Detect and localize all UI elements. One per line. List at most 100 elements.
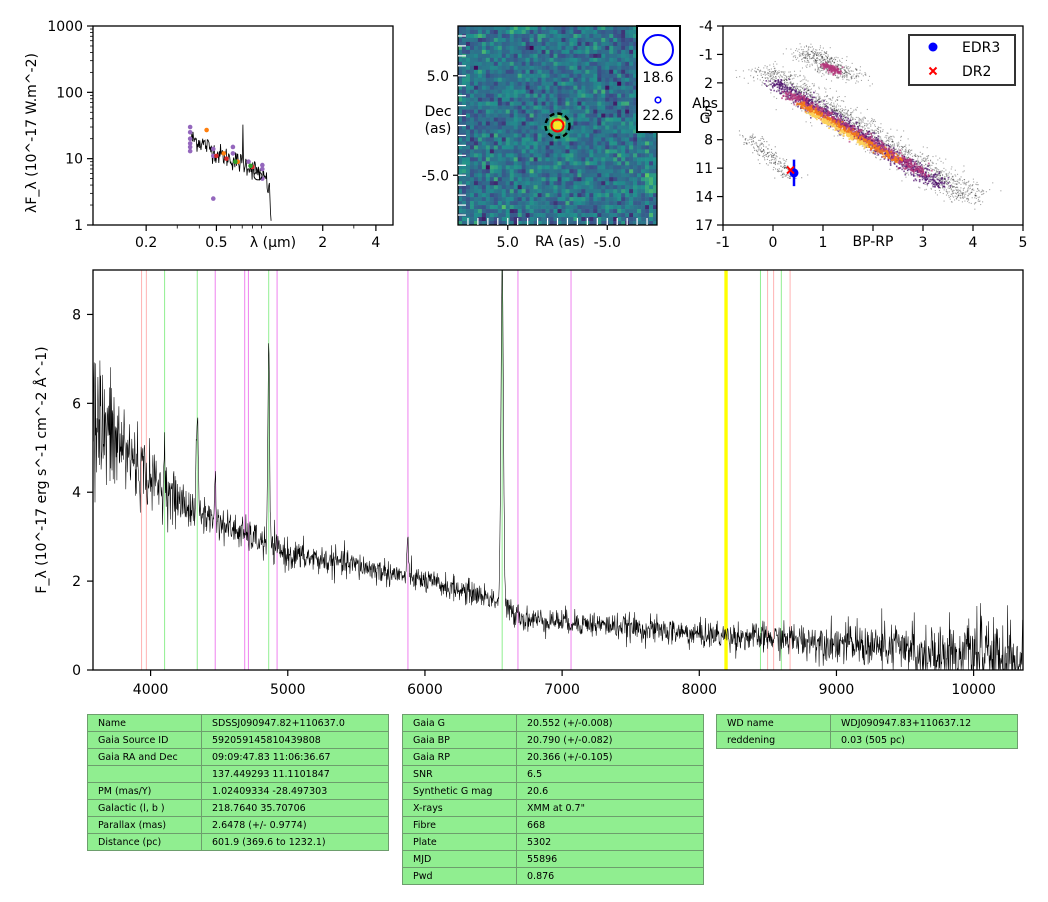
hr-x-tick-label: 0 (769, 235, 778, 251)
table-value: 218.7640 35.70706 (201, 799, 389, 817)
image-ticks: 5.0 -5.0 5.0 -5.0 (422, 35, 648, 251)
hr-legend: EDR3 DR2 (908, 34, 1016, 86)
table-row: Pwd 0.876 (402, 867, 704, 885)
sed-point (204, 127, 209, 133)
sed-point (253, 171, 263, 181)
table-value: 592059145810439808 (201, 731, 389, 749)
hr-y-tick-label: 5 (704, 104, 713, 120)
hr-data (735, 43, 1002, 210)
table-key: Pwd (402, 867, 517, 885)
sed-point (260, 166, 265, 172)
hr-legend-box (908, 34, 1016, 86)
table-key: Distance (pc) (87, 833, 202, 851)
spectrum-line (93, 270, 1023, 670)
hr-x-tick-label: -1 (716, 235, 730, 251)
sed-x-tick-label: 4 (371, 235, 380, 251)
table-key: Fibre (402, 816, 517, 834)
dr2-point (786, 165, 795, 175)
sed-point (224, 156, 229, 161)
sed-point (246, 159, 251, 165)
table-key: PM (mas/Y) (87, 782, 202, 800)
spectrum-x-tick-label: 8000 (681, 682, 717, 698)
hr-x-label: BP-RP (853, 234, 894, 250)
table-row: Synthetic G mag 20.6 (402, 782, 704, 800)
source-aperture-dashed (544, 112, 571, 139)
sed-y-tick-label: 1 (74, 218, 83, 234)
image-y-label: Dec (as) (424, 104, 451, 137)
table-value: 20.790 (+/-0.082) (516, 731, 704, 749)
table-row: Galactic (l, b ) 218.7640 35.70706 (87, 799, 389, 817)
hr-y-tick-label: -4 (699, 19, 713, 35)
spectrum-y-tick-label: 8 (72, 307, 81, 323)
table-row: Gaia G 20.552 (+/-0.008) (402, 714, 704, 732)
spectrum-x-tick-label: 5000 (270, 682, 306, 698)
sed-point (210, 196, 216, 201)
table-key: MJD (402, 850, 517, 868)
info-table-left: Name SDSSJ090947.82+110637.0 Gaia Source I… (87, 714, 389, 851)
sed-point (230, 151, 236, 156)
table-row: Distance (pc) 601.9 (369.6 to 1232.1) (87, 833, 389, 851)
sed-y-tick-label: 1000 (47, 19, 83, 35)
spectrum-x-tick-label: 7000 (544, 682, 580, 698)
image-y-tick-label: 5.0 (427, 69, 449, 85)
image-x-label: RA (as) (535, 234, 585, 250)
sed-point (260, 176, 265, 181)
image-x-tick-label: -5.0 (594, 235, 621, 251)
table-row: MJD 55896 (402, 850, 704, 868)
sed-point (187, 124, 193, 130)
table-key: Gaia RP (402, 748, 517, 766)
table-key: Gaia Source ID (87, 731, 202, 749)
table-value: 20.552 (+/-0.008) (516, 714, 704, 732)
sed-point (210, 146, 216, 152)
hr-y-tick-label: 2 (704, 76, 713, 92)
table-key: Synthetic G mag (402, 782, 517, 800)
table-value: 2.6478 (+/- 0.9774) (201, 816, 389, 834)
sed-point (187, 136, 193, 141)
sed-y-label: λF_λ (10^-17 W.m^-2) (24, 53, 40, 213)
legend-mag-faint: 22.6 (642, 108, 673, 124)
sed-y-tick-label: 10 (65, 152, 83, 168)
sed-x-label: λ (μm) (250, 235, 296, 251)
table-value: 20.366 (+/-0.105) (516, 748, 704, 766)
sed-x-tick-label: 0.2 (135, 235, 157, 251)
source-marker-red (550, 118, 565, 133)
hr-panel: -1 0 1 3 4 5 -4 -1 2 5 8 11 14 17 BP-RP Abs G EDR3 DR2 (692, 19, 1027, 251)
hr-x-tick-label: 4 (969, 235, 978, 251)
table-row: Gaia BP 20.790 (+/-0.082) (402, 731, 704, 749)
sed-frame (92, 25, 394, 226)
info-table-right: WD name WDJ090947.83+110637.12 reddening 0.… (716, 714, 1018, 749)
table-value: 601.9 (369.6 to 1232.1) (201, 833, 389, 851)
table-key (87, 765, 202, 783)
table-row: PM (mas/Y) 1.02409334 -28.497303 (87, 782, 389, 800)
table-row: Name SDSSJ090947.82+110637.0 (87, 714, 389, 732)
sed-point (187, 141, 193, 146)
image-panel: 5.0 -5.0 5.0 -5.0 RA (as) Dec (as) 18.6 22.6 (422, 25, 681, 251)
sed-ticks: 1 10 100 1000 0.2 0.5 2 4 (47, 19, 380, 251)
table-key: X-rays (402, 799, 517, 817)
spectrum-line-markers (141, 270, 791, 670)
legend-edr3-marker (928, 42, 938, 52)
spectrum-data (93, 270, 1023, 670)
legend-edr3-label: EDR3 (962, 40, 1000, 56)
hr-x-tick-label: 5 (1019, 235, 1028, 251)
table-row: reddening 0.03 (505 pc) (716, 731, 1018, 749)
table-value: WDJ090947.83+110637.12 (830, 714, 1018, 732)
sed-point (187, 129, 193, 135)
hr-ticks: -1 0 1 3 4 5 -4 -1 2 5 8 11 14 17 (695, 19, 1027, 251)
info-table-middle: Gaia G 20.552 (+/-0.008) Gaia BP 20.790 (+/… (402, 714, 704, 885)
legend-mag-bright: 18.6 (642, 70, 673, 86)
hr-y-tick-label: 11 (695, 161, 713, 177)
table-row: 137.449293 11.1101847 (87, 765, 389, 783)
table-row: Fibre 668 (402, 816, 704, 834)
spectrum-frame (92, 269, 1024, 671)
table-key: WD name (716, 714, 831, 732)
hr-y-tick-label: 14 (695, 190, 713, 206)
spectrum-ticks: 4000 5000 6000 7000 8000 9000 10000 0 2 4 6 8 (72, 307, 996, 698)
spectrum-x-tick-label: 10000 (951, 682, 996, 698)
table-value: 20.6 (516, 782, 704, 800)
image-legend: 18.6 22.6 (636, 25, 681, 133)
spectrum-x-tick-label: 6000 (407, 682, 443, 698)
hr-y-tick-label: -1 (699, 47, 713, 63)
image-x-tick-label: 5.0 (497, 235, 519, 251)
